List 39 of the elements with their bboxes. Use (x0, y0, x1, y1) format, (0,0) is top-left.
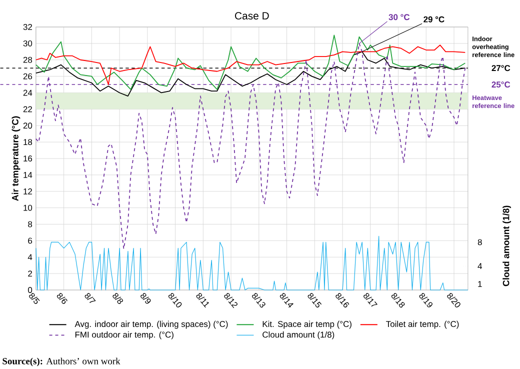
ref-line-label: 25°C (492, 82, 510, 88)
x-tick-label: 8/7 (84, 293, 96, 303)
y-tick-label: 12 (24, 188, 32, 194)
x-tick-label: 8/8 (112, 293, 123, 304)
y-tick-label: 2 (28, 270, 32, 277)
y-tick-label: 24 (23, 90, 32, 96)
y-axis-title: Air temperature (°C) (12, 116, 20, 201)
y-tick-label: 8 (28, 221, 32, 228)
x-tick-label: 8/5 (29, 293, 40, 304)
y2-axis-title: Cloud amount (1/8) (502, 206, 511, 286)
x-tick-label: 8/17 (364, 293, 378, 307)
x-tick-label: 8/9 (140, 293, 151, 304)
y-tick-label: 0 (28, 287, 32, 293)
y-tick-label: 6 (28, 238, 32, 244)
annotation: 30 °C (388, 14, 410, 20)
y-tick-label: 20 (23, 122, 32, 129)
y2-tick-label: 1 (478, 281, 482, 287)
y-tick-label: 28 (23, 56, 32, 63)
legend-label: Kit. Space air temp (°C) (262, 320, 352, 329)
y-tick-label: 14 (24, 172, 32, 178)
y-tick-label: 18 (24, 139, 32, 146)
legend-label: Avg. indoor air temp. (living spaces) (°C) (74, 320, 228, 329)
text: Source(s): Authors’ own work (2, 358, 120, 366)
annotation: 29 °C (424, 16, 444, 22)
ref-line-label: 27°C (492, 65, 510, 72)
y-tick-label: 10 (24, 204, 32, 211)
legend-label: FMI outdoor air temp. (°C) (75, 331, 174, 340)
y-tick-label: 26 (23, 73, 32, 80)
x-tick-label: 8/6 (56, 293, 68, 304)
y-tick-label: 32 (23, 24, 32, 30)
y2-tick-label: 8 (478, 239, 482, 246)
y-tick-label: 4 (28, 254, 32, 260)
legend-label: Toilet air temp. (°C) (386, 320, 459, 329)
y-tick-label: 16 (24, 156, 32, 162)
y-tick-label: 30 (23, 40, 32, 46)
legend-label: Cloud amount (1/8) (262, 331, 334, 340)
chart-title: Case D (235, 12, 269, 20)
y2-tick-label: 4 (478, 263, 482, 270)
y-tick-label: 22 (23, 106, 32, 112)
